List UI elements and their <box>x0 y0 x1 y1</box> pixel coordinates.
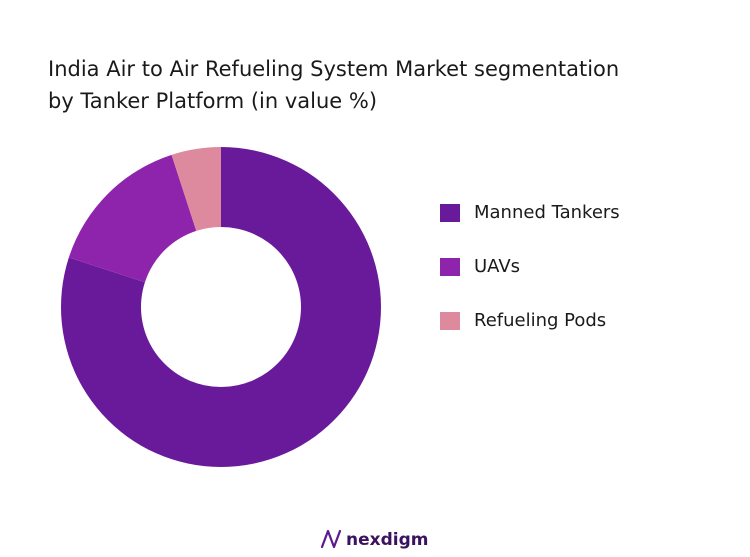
legend-label: UAVs <box>474 256 520 277</box>
chart-title: India Air to Air Refueling System Market… <box>48 57 619 81</box>
donut-slice <box>61 147 382 467</box>
legend-label: Refueling Pods <box>474 310 606 331</box>
donut-slice <box>171 147 221 231</box>
chart-title: by Tanker Platform (in value %) <box>48 89 377 113</box>
donut-slice <box>68 154 197 283</box>
footer-text: nexdigm <box>346 530 428 550</box>
logo-icon <box>320 529 342 549</box>
footer-logo: nexdigm <box>320 529 428 550</box>
legend-swatch <box>440 312 460 330</box>
legend-swatch <box>440 258 460 276</box>
legend-label: Manned Tankers <box>474 202 620 223</box>
legend-swatch <box>440 204 460 222</box>
